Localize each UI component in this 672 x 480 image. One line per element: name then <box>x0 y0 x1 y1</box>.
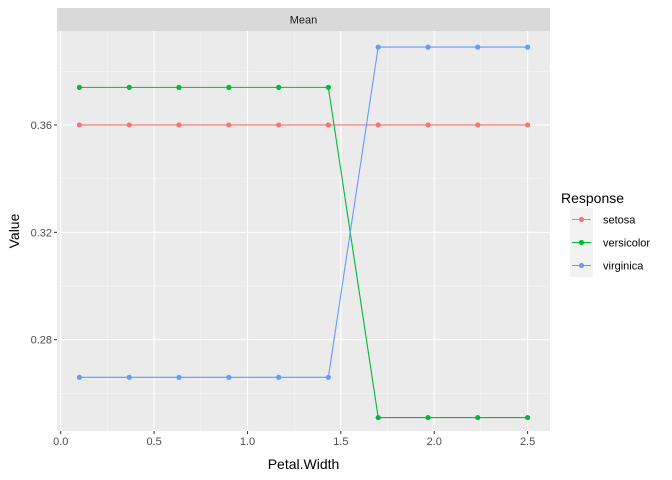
x-tick-label: 0.5 <box>146 436 161 448</box>
data-point-setosa <box>375 122 381 128</box>
data-point-setosa <box>226 122 232 128</box>
legend-key-point <box>578 216 585 223</box>
data-point-setosa <box>276 122 282 128</box>
series-layer <box>76 44 531 421</box>
grid-minor <box>57 31 550 431</box>
series-line-versicolor <box>79 86 528 419</box>
data-point-setosa <box>524 122 531 128</box>
data-point-virginica <box>176 374 182 380</box>
data-point-setosa <box>425 122 431 128</box>
data-point-versicolor <box>226 84 232 90</box>
y-axis-title: Value <box>6 213 22 248</box>
x-tick-label: 2.5 <box>520 436 535 448</box>
data-point-virginica <box>226 374 232 380</box>
y-axis: 0.28 0.32 0.36 <box>31 120 57 347</box>
plot-panel <box>57 31 550 431</box>
data-point-versicolor <box>425 414 431 421</box>
data-point-virginica <box>425 44 431 50</box>
y-tick-label: 0.36 <box>31 120 52 132</box>
data-point-virginica <box>325 374 331 380</box>
y-tick-label: 0.32 <box>31 227 52 239</box>
data-point-setosa <box>126 122 132 128</box>
data-point-versicolor <box>524 414 531 421</box>
facet-strip-label: Mean <box>290 15 318 27</box>
x-tick-label: 2.0 <box>427 436 442 448</box>
data-point-setosa <box>76 122 83 128</box>
legend: Response setosa versicolor virginica <box>561 190 650 277</box>
data-point-virginica <box>375 44 381 50</box>
data-point-setosa <box>176 122 182 128</box>
x-tick-label: 1.0 <box>240 436 255 448</box>
y-tick-label: 0.28 <box>31 335 52 347</box>
data-point-versicolor <box>76 84 83 90</box>
x-tick-label: 1.5 <box>333 436 348 448</box>
series-line-virginica <box>79 46 528 378</box>
legend-key-point <box>578 239 585 246</box>
data-point-virginica <box>76 374 83 380</box>
data-point-virginica <box>126 374 132 380</box>
data-point-versicolor <box>325 84 331 90</box>
data-point-setosa <box>325 122 331 128</box>
legend-key-point <box>578 262 585 269</box>
data-point-virginica <box>524 44 531 50</box>
legend-title: Response <box>561 190 624 206</box>
data-point-setosa <box>475 122 481 128</box>
data-point-versicolor <box>126 84 132 90</box>
x-axis: 0.0 0.5 1.0 1.5 2.0 2.5 <box>53 431 535 448</box>
data-point-virginica <box>276 374 282 380</box>
x-tick-label: 0.0 <box>53 436 68 448</box>
x-axis-title: Petal.Width <box>268 456 340 472</box>
legend-label-virginica: virginica <box>603 261 644 273</box>
data-point-versicolor <box>276 84 282 90</box>
data-point-versicolor <box>176 84 182 90</box>
data-point-versicolor <box>375 414 381 421</box>
data-point-versicolor <box>475 414 481 421</box>
data-point-virginica <box>475 44 481 50</box>
legend-label-setosa: setosa <box>603 215 636 227</box>
facet-strip <box>57 8 550 31</box>
legend-label-versicolor: versicolor <box>603 238 650 250</box>
